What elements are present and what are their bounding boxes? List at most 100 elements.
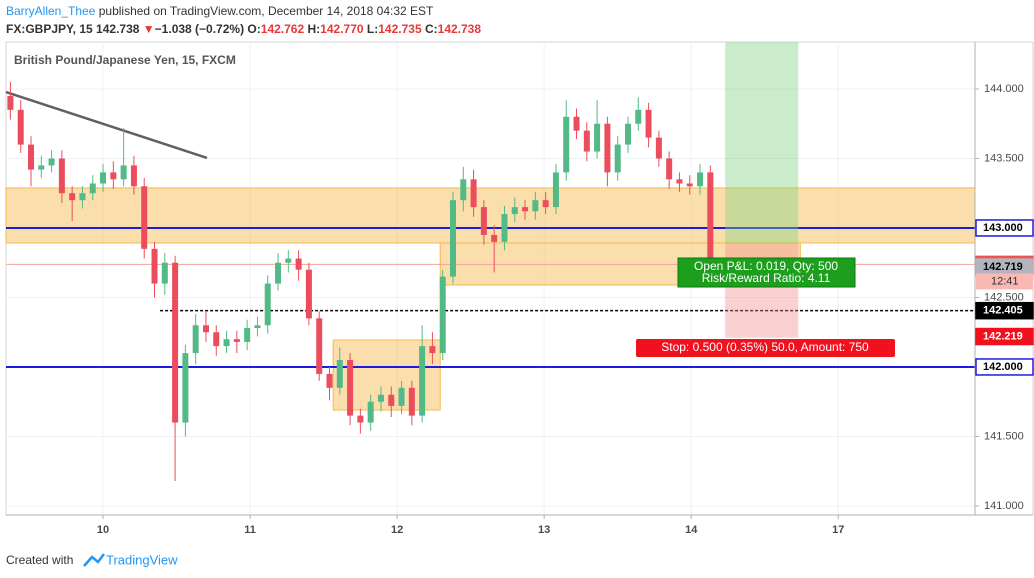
last: 142.738 bbox=[96, 22, 140, 36]
candle-body bbox=[141, 186, 148, 249]
trendline bbox=[5, 90, 208, 160]
candle-body bbox=[305, 269, 312, 319]
candle-body bbox=[645, 109, 652, 138]
candle-body bbox=[275, 262, 282, 284]
zone bbox=[5, 187, 976, 244]
candle-body bbox=[439, 276, 446, 354]
candle-body bbox=[408, 387, 415, 416]
candle-body bbox=[419, 346, 426, 416]
l-label: L: bbox=[367, 22, 378, 36]
stop-zone bbox=[725, 242, 799, 338]
candle-body bbox=[161, 262, 168, 284]
candle-body bbox=[480, 207, 487, 235]
brand-logo bbox=[83, 553, 105, 567]
candle-body bbox=[676, 179, 683, 184]
candle-body bbox=[295, 258, 302, 270]
candle-body bbox=[120, 165, 127, 180]
candle-body bbox=[460, 179, 467, 201]
stop-label: Stop: 0.500 (0.35%) 50.0, Amount: 750 bbox=[661, 340, 869, 354]
arrow: ▼ bbox=[143, 22, 155, 36]
candle-body bbox=[130, 165, 137, 187]
price-label: 142.405 bbox=[983, 305, 1023, 317]
candle-body bbox=[367, 401, 374, 423]
stop-box-bg bbox=[636, 339, 895, 357]
candle-body bbox=[398, 387, 405, 406]
footer-text: Created with bbox=[6, 553, 73, 567]
candle-body bbox=[202, 325, 209, 333]
candle-body bbox=[27, 144, 34, 170]
price-label: 142.719 bbox=[983, 261, 1023, 273]
legend: British Pound/Japanese Yen, 15, FXCM bbox=[14, 53, 236, 67]
rr-label: Risk/Reward Ratio: 4.11 bbox=[702, 271, 831, 285]
y-tick-label: 141.500 bbox=[984, 430, 1024, 442]
candle-body bbox=[233, 339, 240, 342]
candle-body bbox=[17, 109, 24, 145]
candle-body bbox=[151, 248, 158, 284]
x-tick-label: 12 bbox=[391, 524, 403, 536]
candle-body bbox=[285, 258, 292, 263]
change: −1.038 (−0.72%) bbox=[155, 22, 244, 36]
header-line-1: BarryAllen_Thee published on TradingView… bbox=[6, 4, 434, 18]
candle-body bbox=[501, 214, 508, 242]
candle-body bbox=[388, 394, 395, 406]
header-line-2: FX:GBPJPY, 15 142.738 ▼−1.038 (−0.72%) O… bbox=[6, 22, 481, 36]
candle-body bbox=[511, 207, 518, 215]
candle-body bbox=[635, 109, 642, 124]
candle-body bbox=[316, 318, 323, 374]
x-tick-label: 10 bbox=[97, 524, 109, 536]
candle-body bbox=[573, 116, 580, 131]
candle-body bbox=[357, 415, 364, 423]
candle-body bbox=[655, 137, 662, 159]
candle-body bbox=[182, 353, 189, 423]
candle-body bbox=[79, 193, 86, 201]
candle-body bbox=[69, 193, 76, 201]
x-tick-label: 17 bbox=[832, 524, 844, 536]
stop-box: Stop: 0.500 (0.35%) 50.0, Amount: 750 bbox=[636, 339, 895, 357]
price-label: 142.219 bbox=[983, 330, 1023, 342]
o-value: 142.762 bbox=[261, 22, 305, 36]
candle-body bbox=[213, 332, 220, 347]
author[interactable]: BarryAllen_Thee bbox=[6, 4, 96, 18]
candle-body bbox=[583, 130, 590, 152]
price-label-bg bbox=[975, 219, 1034, 237]
candle-body bbox=[624, 123, 631, 145]
countdown: 12:41 bbox=[991, 275, 1019, 287]
x-tick-label: 11 bbox=[244, 524, 256, 536]
c-label: C: bbox=[425, 22, 438, 36]
candle-body bbox=[244, 328, 251, 342]
price-label-bg bbox=[975, 301, 1034, 320]
candle-body bbox=[450, 200, 457, 277]
candle-body bbox=[707, 172, 714, 265]
h-label: H: bbox=[308, 22, 321, 36]
price-label-bg bbox=[975, 358, 1034, 376]
candle-body bbox=[522, 207, 529, 212]
candle-body bbox=[491, 234, 498, 242]
brand[interactable]: TradingView bbox=[106, 552, 178, 567]
candle-body bbox=[172, 262, 179, 423]
candle-body bbox=[89, 183, 96, 194]
candle-body bbox=[38, 165, 45, 170]
candle-body bbox=[58, 158, 65, 194]
candle-body bbox=[192, 325, 199, 354]
o-label: O: bbox=[247, 22, 260, 36]
candle-body bbox=[347, 360, 354, 416]
pnl-box-bg bbox=[677, 257, 856, 288]
candle-body bbox=[429, 346, 436, 354]
c-value: 142.738 bbox=[438, 22, 482, 36]
candle-body bbox=[470, 179, 477, 208]
candle-body bbox=[686, 183, 693, 187]
candle-body bbox=[223, 339, 230, 347]
x-tick-label: 13 bbox=[538, 524, 550, 536]
candle-body bbox=[110, 172, 117, 180]
l-value: 142.735 bbox=[378, 22, 422, 36]
price-label: 143.000 bbox=[983, 222, 1023, 234]
candle-body bbox=[594, 123, 601, 152]
candle-body bbox=[532, 200, 539, 212]
candle-body bbox=[614, 144, 621, 173]
candle-body bbox=[326, 373, 333, 388]
candle-body bbox=[552, 172, 559, 208]
h-value: 142.770 bbox=[320, 22, 364, 36]
candle-body bbox=[666, 158, 673, 180]
candle-body bbox=[336, 360, 343, 388]
